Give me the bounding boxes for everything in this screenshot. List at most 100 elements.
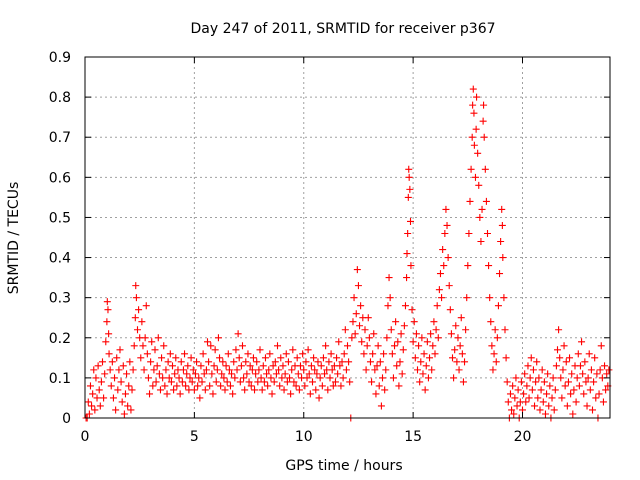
data-point-plus bbox=[428, 366, 436, 374]
data-point-plus bbox=[189, 366, 197, 374]
data-point-plus bbox=[524, 362, 532, 370]
axis-ticks: 0 5 10 15 20 0 0.1 0.2 0.3 0.4 0.5 0.6 0.7 0.8 0.9 bbox=[49, 50, 610, 445]
data-point-plus bbox=[167, 378, 175, 386]
data-point-plus bbox=[500, 294, 508, 302]
data-point-plus bbox=[421, 386, 429, 394]
data-point-plus bbox=[108, 358, 116, 366]
data-point-plus bbox=[369, 350, 377, 358]
y-tick-label: 0.9 bbox=[49, 50, 71, 66]
data-point-plus bbox=[564, 378, 572, 386]
data-point-plus bbox=[114, 386, 122, 394]
data-points bbox=[82, 85, 613, 422]
data-point-plus bbox=[531, 402, 539, 410]
data-point-plus bbox=[178, 378, 186, 386]
data-point-plus bbox=[214, 334, 222, 342]
data-point-plus bbox=[491, 326, 499, 334]
data-point-plus bbox=[389, 374, 397, 382]
data-point-plus bbox=[268, 390, 276, 398]
data-point-plus bbox=[270, 378, 278, 386]
data-point-plus bbox=[179, 366, 187, 374]
data-point-plus bbox=[176, 390, 184, 398]
data-point-plus bbox=[234, 330, 242, 338]
data-point-plus bbox=[488, 342, 496, 350]
data-point-plus bbox=[229, 390, 237, 398]
data-point-plus bbox=[221, 386, 229, 394]
data-point-plus bbox=[186, 374, 194, 382]
data-point-plus bbox=[536, 406, 544, 414]
y-tick-label: 0 bbox=[62, 411, 71, 427]
data-point-plus bbox=[458, 350, 466, 358]
data-point-plus bbox=[419, 370, 427, 378]
data-point-plus bbox=[105, 350, 113, 358]
data-point-plus bbox=[128, 386, 136, 394]
data-point-plus bbox=[141, 334, 149, 342]
data-point-plus bbox=[575, 382, 583, 390]
data-point-plus bbox=[451, 346, 459, 354]
data-point-plus bbox=[456, 342, 464, 350]
y-axis-label: SRMTID / TECUs bbox=[6, 182, 22, 295]
data-point-plus bbox=[313, 370, 321, 378]
data-point-plus bbox=[247, 382, 255, 390]
data-point-plus bbox=[252, 370, 260, 378]
data-point-plus bbox=[193, 358, 201, 366]
data-point-plus bbox=[346, 378, 354, 386]
data-point-plus bbox=[164, 358, 172, 366]
plot-frame bbox=[84, 56, 611, 419]
data-point-plus bbox=[489, 366, 497, 374]
data-point-plus bbox=[159, 374, 167, 382]
y-tick-label: 0.8 bbox=[49, 90, 71, 106]
data-point-plus bbox=[256, 346, 264, 354]
data-point-plus bbox=[449, 354, 456, 362]
data-point-plus bbox=[106, 366, 114, 374]
data-point-plus bbox=[510, 410, 518, 418]
data-point-plus bbox=[377, 402, 385, 410]
data-point-plus bbox=[101, 370, 109, 378]
data-point-plus bbox=[406, 185, 414, 193]
data-point-plus bbox=[125, 382, 133, 390]
data-point-plus bbox=[376, 358, 384, 366]
data-point-plus bbox=[560, 342, 568, 350]
data-point-plus bbox=[201, 386, 209, 394]
data-point-plus bbox=[292, 382, 300, 390]
data-point-plus bbox=[580, 390, 588, 398]
data-point-plus bbox=[277, 354, 285, 362]
data-point-plus bbox=[455, 366, 463, 374]
data-point-plus bbox=[593, 370, 601, 378]
data-point-plus bbox=[511, 394, 519, 402]
data-point-plus bbox=[303, 374, 311, 382]
data-point-plus bbox=[349, 318, 357, 326]
data-point-plus bbox=[566, 354, 574, 362]
data-point-plus bbox=[453, 358, 461, 366]
data-point-plus bbox=[477, 238, 485, 246]
data-point-plus bbox=[132, 282, 140, 290]
data-point-plus bbox=[220, 374, 228, 382]
y-tick-label: 0.3 bbox=[49, 291, 71, 307]
data-point-plus bbox=[294, 370, 302, 378]
data-point-plus bbox=[112, 406, 120, 414]
data-point-plus bbox=[126, 358, 134, 366]
data-point-plus bbox=[368, 378, 376, 386]
data-point-plus bbox=[358, 338, 366, 346]
data-point-plus bbox=[548, 394, 556, 402]
data-point-plus bbox=[556, 354, 564, 362]
data-point-plus bbox=[149, 382, 157, 390]
data-point-plus bbox=[493, 334, 501, 342]
data-point-plus bbox=[404, 229, 412, 237]
data-point-plus bbox=[225, 366, 233, 374]
data-point-plus bbox=[371, 366, 379, 374]
data-point-plus bbox=[353, 266, 361, 274]
data-point-plus bbox=[517, 378, 525, 386]
data-point-plus bbox=[335, 338, 343, 346]
data-point-plus bbox=[132, 294, 140, 302]
data-point-plus bbox=[269, 362, 277, 370]
data-point-plus bbox=[498, 221, 506, 229]
data-point-plus bbox=[92, 374, 100, 382]
data-point-plus bbox=[199, 350, 207, 358]
data-point-plus bbox=[127, 406, 135, 414]
data-point-plus bbox=[121, 390, 129, 398]
data-point-plus bbox=[401, 302, 409, 310]
data-point-plus bbox=[416, 378, 424, 386]
data-point-plus bbox=[391, 342, 399, 350]
data-point-plus bbox=[374, 342, 382, 350]
data-point-plus bbox=[341, 326, 349, 334]
